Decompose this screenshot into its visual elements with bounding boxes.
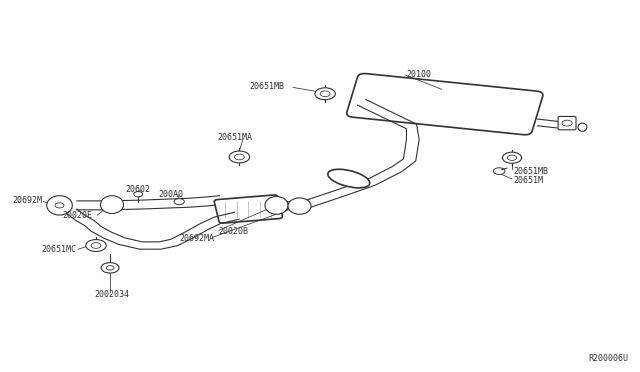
Text: 20651M: 20651M	[513, 176, 543, 185]
Text: R200006U: R200006U	[589, 354, 628, 363]
Text: 200A0: 200A0	[159, 190, 184, 199]
FancyBboxPatch shape	[214, 195, 282, 223]
Circle shape	[86, 240, 106, 251]
Text: 20020E: 20020E	[63, 211, 93, 220]
FancyBboxPatch shape	[347, 74, 543, 135]
Circle shape	[174, 199, 184, 205]
Text: 20692M: 20692M	[13, 196, 43, 205]
Text: 2002034: 2002034	[95, 290, 130, 299]
Circle shape	[134, 192, 143, 197]
FancyBboxPatch shape	[558, 116, 576, 130]
Text: 20692MA: 20692MA	[179, 234, 214, 243]
Text: 20651MB: 20651MB	[250, 82, 285, 91]
Circle shape	[101, 263, 119, 273]
Text: 20602: 20602	[125, 185, 150, 194]
Text: 20651MC: 20651MC	[42, 246, 77, 254]
Text: 20020B: 20020B	[219, 227, 249, 236]
Ellipse shape	[578, 123, 587, 131]
Ellipse shape	[288, 198, 311, 214]
Ellipse shape	[328, 169, 370, 188]
Text: 20100: 20100	[406, 70, 431, 79]
Circle shape	[315, 88, 335, 100]
Ellipse shape	[47, 196, 72, 215]
Circle shape	[229, 151, 250, 163]
Text: 20651MB: 20651MB	[513, 167, 548, 176]
Circle shape	[502, 152, 522, 163]
Text: 20651MA: 20651MA	[218, 133, 253, 142]
Ellipse shape	[265, 196, 288, 214]
Ellipse shape	[100, 196, 124, 214]
